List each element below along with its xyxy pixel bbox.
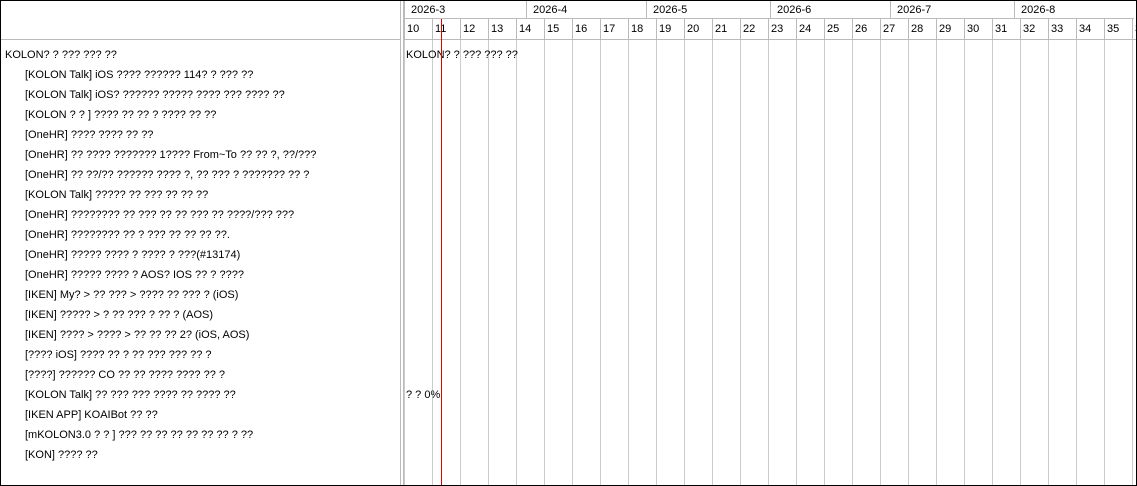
week-header: 13: [488, 19, 516, 39]
week-header: 22: [740, 19, 768, 39]
week-gridline: [936, 39, 937, 485]
task-row[interactable]: [????] ?????? CO ?? ?? ???? ???? ?? ?: [25, 369, 226, 381]
week-gridline: [628, 39, 629, 485]
task-row[interactable]: [KOLON Talk] ????? ?? ??? ?? ?? ??: [25, 189, 209, 201]
task-row[interactable]: [OneHR] ???????? ?? ? ??? ?? ?? ?? ??.: [25, 229, 230, 241]
task-row[interactable]: [IKEN] ????? > ? ?? ??? ? ?? ? (AOS): [25, 309, 214, 321]
week-gridline: [740, 39, 741, 485]
week-header: 36: [1132, 19, 1136, 39]
week-gridline: [712, 39, 713, 485]
task-row[interactable]: [OneHR] ???? ???? ?? ??: [25, 129, 154, 141]
week-header: 34: [1076, 19, 1104, 39]
bar-label[interactable]: KOLON? ? ??? ??? ??: [406, 49, 518, 61]
week-header: 27: [880, 19, 908, 39]
task-row[interactable]: [IKEN APP] KOAIBot ?? ??: [25, 409, 158, 421]
week-header: 14: [516, 19, 544, 39]
task-row[interactable]: [IKEN] ???? > ???? > ?? ?? ?? 2? (iOS, A…: [25, 329, 250, 341]
week-gridline: [1020, 39, 1021, 485]
week-header: 30: [964, 19, 992, 39]
week-gridline: [1104, 39, 1105, 485]
task-row[interactable]: [KOLON ? ? ] ???? ?? ?? ? ???? ?? ??: [25, 109, 217, 121]
task-list-header: [1, 1, 400, 40]
task-row[interactable]: [KON] ???? ??: [25, 449, 98, 461]
week-header: 35: [1104, 19, 1132, 39]
task-row[interactable]: [OneHR] ????? ???? ? AOS? IOS ?? ? ????: [25, 269, 244, 281]
week-gridline: [768, 39, 769, 485]
week-gridline: [432, 39, 433, 485]
week-gridline: [488, 39, 489, 485]
week-header: 20: [684, 19, 712, 39]
header-divider: [404, 39, 1136, 40]
task-row[interactable]: [OneHR] ???????? ?? ??? ?? ?? ??? ?? ???…: [25, 209, 295, 221]
week-gridline: [572, 39, 573, 485]
week-header: 12: [460, 19, 488, 39]
week-header: 23: [768, 19, 796, 39]
week-gridline: [516, 39, 517, 485]
bar-label[interactable]: ? ? 0%: [406, 389, 441, 401]
week-gridline: [684, 39, 685, 485]
week-gridline: [544, 39, 545, 485]
week-gridline: [404, 39, 405, 485]
week-gridline: [600, 39, 601, 485]
week-gridline: [880, 39, 881, 485]
panel-splitter[interactable]: [403, 1, 404, 485]
month-header: 2026-4: [526, 1, 646, 19]
task-row[interactable]: [???? iOS] ???? ?? ? ?? ??? ??? ?? ?: [25, 349, 212, 361]
month-header: 2026-5: [646, 1, 770, 19]
month-header: 2026-7: [890, 1, 1014, 19]
week-header: 17: [600, 19, 628, 39]
week-gridline: [964, 39, 965, 485]
task-row[interactable]: [OneHR] ????? ???? ? ???? ? ???(#13174): [25, 249, 241, 261]
week-header: 15: [544, 19, 572, 39]
week-header: 16: [572, 19, 600, 39]
week-header: 31: [992, 19, 1020, 39]
task-row[interactable]: [KOLON Talk] iOS ???? ?????? 114? ? ??? …: [25, 69, 254, 81]
task-row[interactable]: KOLON? ? ??? ??? ??: [5, 49, 117, 61]
month-header: 2026-3: [404, 1, 526, 19]
month-header: 2026-8: [1014, 1, 1134, 19]
task-row[interactable]: [OneHR] ?? ??/?? ?????? ???? ?, ?? ??? ?…: [25, 169, 310, 181]
week-gridline: [992, 39, 993, 485]
week-header: 18: [628, 19, 656, 39]
week-header: 28: [908, 19, 936, 39]
week-header: 21: [712, 19, 740, 39]
week-gridline: [852, 39, 853, 485]
week-header: 24: [796, 19, 824, 39]
week-header: 19: [656, 19, 684, 39]
week-header: 10: [404, 19, 432, 39]
week-header: 33: [1048, 19, 1076, 39]
week-gridline: [1048, 39, 1049, 485]
week-gridline: [460, 39, 461, 485]
task-row[interactable]: [KOLON Talk] iOS? ?????? ????? ???? ??? …: [25, 89, 285, 101]
week-gridline: [1076, 39, 1077, 485]
week-header: 26: [852, 19, 880, 39]
timeline-panel: 2026-3 2026-4 2026-5 2026-6 2026-7 2026-8 10 1…: [404, 1, 1136, 485]
task-row[interactable]: [mKOLON3.0 ? ? ] ??? ?? ?? ?? ?? ?? ?? ?…: [25, 429, 254, 441]
task-list-panel: KOLON? ? ??? ??? ?? [KOLON Talk] iOS ????…: [1, 1, 401, 485]
week-header: 29: [936, 19, 964, 39]
task-row[interactable]: [IKEN] My? > ?? ??? > ???? ?? ??? ? (iOS…: [25, 289, 239, 301]
week-gridline: [908, 39, 909, 485]
today-marker: [441, 19, 442, 485]
week-header: 32: [1020, 19, 1048, 39]
month-header: 2026-6: [770, 1, 890, 19]
week-gridline: [1132, 39, 1133, 485]
week-gridline: [656, 39, 657, 485]
week-header: 11: [432, 19, 460, 39]
week-header: 25: [824, 19, 852, 39]
task-row[interactable]: [KOLON Talk] ?? ??? ??? ???? ?? ???? ??: [25, 389, 236, 401]
week-gridline: [796, 39, 797, 485]
week-gridline: [824, 39, 825, 485]
task-row[interactable]: [OneHR] ?? ???? ??????? 1???? From~To ??…: [25, 149, 317, 161]
